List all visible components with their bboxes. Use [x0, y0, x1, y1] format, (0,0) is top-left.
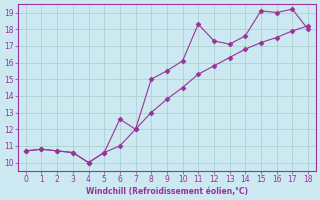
- X-axis label: Windchill (Refroidissement éolien,°C): Windchill (Refroidissement éolien,°C): [86, 187, 248, 196]
